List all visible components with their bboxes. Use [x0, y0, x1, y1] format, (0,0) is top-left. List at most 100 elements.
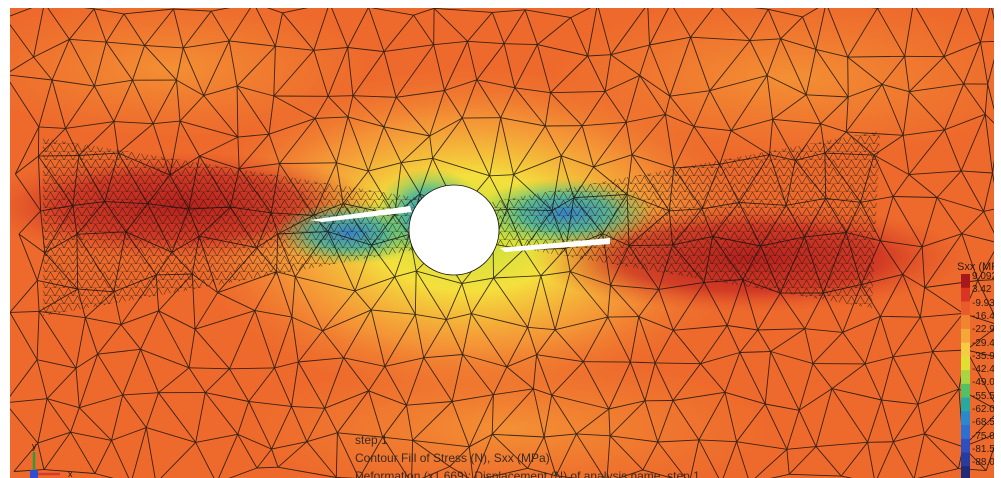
mesh-edge — [738, 202, 762, 247]
mesh-edge — [720, 8, 751, 41]
mesh-edge — [412, 439, 470, 448]
mesh-edge — [514, 87, 546, 127]
mesh-edge — [461, 283, 472, 314]
mesh-edge — [879, 316, 894, 358]
mesh-edge — [847, 56, 883, 85]
mesh-edge — [550, 90, 606, 94]
mesh-edge — [654, 362, 674, 401]
mesh-edge — [607, 316, 639, 318]
mesh-edge — [384, 314, 416, 367]
mesh-edge — [173, 8, 184, 49]
mesh-edge — [626, 113, 666, 123]
mesh-edge — [583, 361, 610, 410]
mesh-edge — [291, 405, 325, 409]
mesh-edge — [786, 449, 790, 475]
mesh-edge — [500, 117, 546, 127]
mesh-edge — [560, 155, 575, 198]
mesh-edge — [371, 309, 416, 315]
mesh-edge — [919, 287, 926, 318]
mesh-edge — [841, 475, 853, 478]
mesh-edge — [536, 354, 553, 396]
mesh-edge — [587, 55, 606, 92]
mesh-edge — [533, 388, 552, 396]
mesh-edge — [831, 388, 868, 443]
mesh-edge — [145, 427, 156, 478]
mesh-edge — [462, 354, 507, 368]
mesh-edge — [315, 116, 349, 119]
mesh-edge — [664, 114, 675, 169]
mesh-edge — [471, 313, 528, 328]
mesh-edge — [10, 312, 38, 360]
mesh-edge — [882, 83, 910, 93]
mesh-edge — [760, 205, 787, 247]
mesh-edge — [768, 8, 803, 18]
mesh-edge — [94, 440, 112, 474]
mesh-edge — [551, 210, 567, 249]
mesh-edge — [10, 56, 34, 73]
mesh-edge — [274, 12, 283, 47]
mesh-edge — [37, 359, 77, 369]
mesh-edge — [38, 155, 74, 206]
mesh-edge — [908, 129, 945, 175]
mesh-edge — [65, 128, 80, 156]
mesh-edge — [237, 433, 272, 450]
mesh-edge — [13, 442, 39, 472]
mesh-edge — [383, 14, 414, 52]
mesh-edge — [840, 442, 868, 477]
mesh-edge — [147, 174, 171, 204]
mesh-edge — [984, 113, 994, 124]
mesh-edge — [158, 392, 197, 443]
mesh-edge — [347, 8, 369, 48]
mesh-edge — [423, 357, 453, 402]
mesh-edge — [690, 8, 714, 38]
mesh-edge — [649, 36, 691, 46]
fea-viewport[interactable]: Sxx (MPa) 9.0929 3.42-9.9329-16.446 -22.95… — [10, 8, 994, 478]
mesh-edge — [736, 441, 787, 450]
mesh-edge — [322, 309, 372, 332]
mesh-edge — [18, 210, 41, 235]
mesh-edge — [527, 326, 556, 331]
mesh-edge — [917, 468, 959, 478]
axis-triad: y x — [30, 441, 73, 478]
mesh-edge — [433, 8, 468, 42]
mesh-edge — [113, 80, 133, 122]
coarse-mesh — [10, 8, 994, 478]
mesh-edge — [669, 90, 710, 97]
mesh-edge — [798, 363, 814, 411]
mesh-edge — [921, 246, 926, 288]
mesh-edge — [602, 233, 630, 247]
mesh-edge — [770, 351, 814, 365]
mesh-edge — [483, 467, 528, 478]
mesh-edge — [570, 271, 611, 286]
mesh-edge — [842, 315, 881, 333]
mesh-edge — [506, 354, 537, 368]
mesh-edge — [105, 41, 133, 81]
mesh-edge — [236, 85, 274, 97]
mesh-edge — [824, 153, 827, 199]
mesh-edge — [649, 8, 669, 46]
mesh-edge — [523, 210, 553, 250]
mesh-edge — [569, 271, 609, 318]
mesh-edge — [815, 388, 833, 447]
mesh-edge — [597, 8, 612, 55]
mesh-edge — [877, 8, 906, 57]
mesh-edge — [804, 328, 814, 364]
mesh-edge — [908, 174, 938, 198]
mesh-edge — [625, 75, 641, 123]
mesh-edge — [920, 312, 964, 318]
mesh-edge — [36, 252, 46, 281]
mesh-edge — [467, 41, 478, 80]
mesh-edge — [228, 40, 238, 87]
mesh-edge — [473, 434, 493, 478]
mesh-edge — [524, 9, 538, 45]
mesh-edge — [860, 196, 894, 203]
mesh-edge — [268, 134, 280, 164]
mesh-edge — [236, 45, 276, 87]
mesh-edge — [94, 85, 115, 122]
mesh-edge — [76, 234, 115, 293]
mesh-edge — [10, 359, 38, 397]
mesh-edge — [256, 247, 277, 272]
mesh-edge — [79, 394, 123, 409]
mesh-edge — [256, 466, 279, 469]
mesh-edge — [724, 352, 741, 393]
